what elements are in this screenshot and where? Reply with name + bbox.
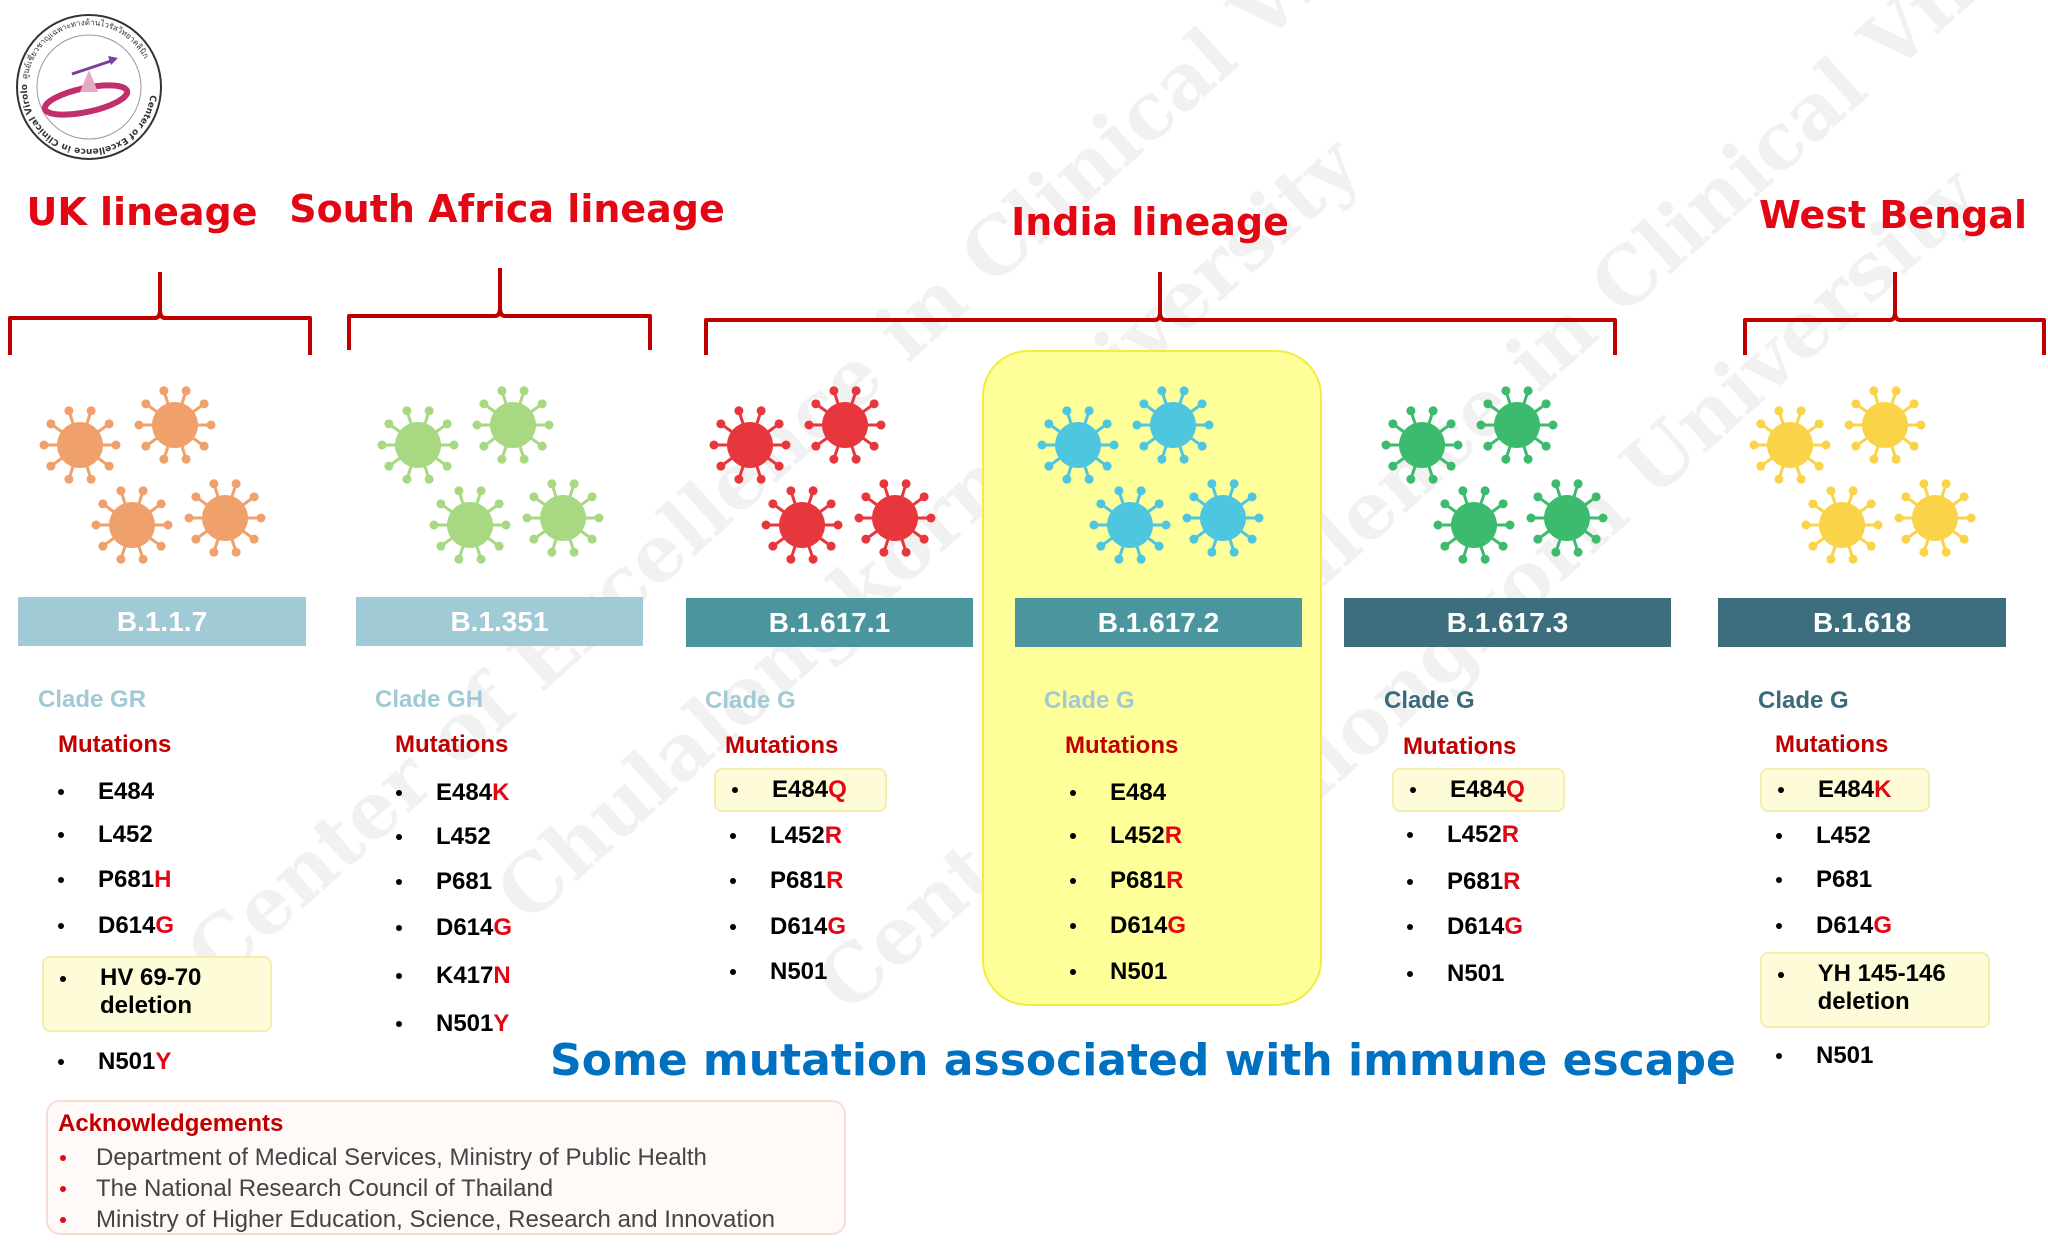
variant-bar-b1618: B.1.618 (1718, 598, 2006, 647)
lineage-title-uk: UK lineage (26, 190, 258, 234)
mutations-heading-b16172: Mutations (1065, 732, 1179, 759)
bracket-india (704, 272, 1617, 355)
mutation-item: N501 (1403, 957, 1504, 991)
acknowledgement-item: The National Research Council of Thailan… (58, 1173, 834, 1204)
lineage-title-south-africa: South Africa lineage (289, 187, 725, 231)
virus-icon (761, 486, 843, 564)
mutation-item: P681 R (1066, 864, 1183, 898)
variant-bar-b16172: B.1.617.2 (1015, 598, 1302, 647)
mutation-item: L452 R (1066, 819, 1182, 853)
bracket-south-africa (347, 268, 652, 350)
mutation-item: L452 R (726, 819, 842, 853)
lineage-brackets (8, 268, 2046, 355)
bracket-west-bengal (1743, 272, 2046, 355)
virus-icon (1894, 479, 1976, 557)
virus-icon (1089, 486, 1171, 564)
mutation-item: N501 (1066, 955, 1167, 989)
mutation-item: L452 (54, 818, 153, 852)
virus-icon (1526, 479, 1608, 557)
virus-icon (1844, 386, 1926, 464)
variant-bar-b16173: B.1.617.3 (1344, 598, 1671, 647)
bracket-uk (8, 272, 312, 355)
mutation-item: P681 R (726, 864, 843, 898)
mutation-item: N501 Y (54, 1045, 171, 1079)
mutation-item-highlighted: E484 Q (714, 768, 887, 812)
virus-icon (854, 479, 936, 557)
acknowledgement-item: Ministry of Higher Education, Science, R… (58, 1204, 834, 1235)
virus-icon (134, 386, 216, 464)
acknowledgement-item: Department of Medical Services, Ministry… (58, 1142, 834, 1173)
mutation-item: N501 Y (392, 1007, 509, 1041)
variant-bar-b117: B.1.1.7 (18, 597, 306, 646)
clade-label-b16171: Clade G (705, 687, 796, 714)
mutation-item: N501 (726, 955, 827, 989)
mutation-item-highlighted: E484 Q (1392, 768, 1565, 812)
lineage-title-india: India lineage (1011, 200, 1289, 244)
virus-icon (1749, 406, 1831, 484)
virus-icon (709, 406, 791, 484)
virus-icon (1132, 386, 1214, 464)
virus-icon (472, 386, 554, 464)
virus-icon (39, 406, 121, 484)
mutation-item: P681 (1772, 863, 1872, 897)
mutation-item: D614 G (1772, 909, 1892, 943)
clade-label-b16172: Clade G (1044, 687, 1135, 714)
mutation-item: E484 (54, 775, 154, 809)
virus-icon (1381, 406, 1463, 484)
immune-escape-note: Some mutation associated with immune esc… (550, 1035, 1736, 1086)
acknowledgements-box: Acknowledgements Department of Medical S… (46, 1100, 846, 1235)
clade-label-b117: Clade GR (38, 686, 147, 713)
clade-label-b16173: Clade G (1384, 687, 1475, 714)
mutation-item: P681 (392, 865, 492, 899)
logo: Center of Excellence in Clinical Virolog… (11, 5, 164, 162)
mutations-heading-b16171: Mutations (725, 732, 839, 759)
mutation-item: D614 G (1066, 909, 1186, 943)
highlight-panel-b16172 (982, 350, 1322, 1006)
virus-icon (1801, 486, 1883, 564)
mutation-item: P681 H (54, 863, 171, 897)
mutation-item: L452 (392, 820, 491, 854)
mutation-item: D614 G (726, 910, 846, 944)
virus-icon (1037, 406, 1119, 484)
clade-label-b1351: Clade GH (375, 686, 484, 713)
virus-clusters (39, 386, 1976, 564)
virus-icon (804, 386, 886, 464)
mutations-heading-b16173: Mutations (1403, 733, 1517, 760)
mutation-item: D614 G (392, 911, 512, 945)
mutation-item-highlighted: E484 K (1760, 768, 1930, 812)
mutations-heading-b1618: Mutations (1775, 731, 1889, 758)
mutation-item-highlighted: YH 145-146 deletion (1760, 952, 1990, 1028)
mutation-item: N501 (1772, 1039, 1873, 1073)
mutations-heading-b117: Mutations (58, 731, 172, 758)
virus-icon (91, 486, 173, 564)
mutation-item: E484 (1066, 776, 1166, 810)
mutations-heading-b1351: Mutations (395, 731, 509, 758)
mutation-item: D614 G (1403, 910, 1523, 944)
virus-icon (429, 486, 511, 564)
mutation-item: L452 R (1403, 818, 1519, 852)
variant-bar-b16171: B.1.617.1 (686, 598, 973, 647)
virus-icon (1182, 479, 1264, 557)
virus-icon (1433, 486, 1515, 564)
mutation-item: E484 K (392, 776, 509, 810)
lineage-title-west-bengal: West Bengal (1758, 193, 2028, 237)
mutation-item: D614 G (54, 909, 174, 943)
logo-emblem: Center of Excellence in Clinical Virolog… (11, 5, 162, 160)
virus-icon (522, 479, 604, 557)
mutation-item: L452 (1772, 819, 1871, 853)
clade-label-b1618: Clade G (1758, 687, 1849, 714)
mutation-item: P681 R (1403, 865, 1520, 899)
mutation-item-highlighted: HV 69-70 deletion (42, 956, 272, 1032)
virus-icon (184, 479, 266, 557)
variant-bar-b1351: B.1.351 (356, 597, 643, 646)
mutation-item: K417 N (392, 959, 511, 993)
virus-icon (377, 406, 459, 484)
virus-icon (1476, 386, 1558, 464)
acknowledgements-title: Acknowledgements (58, 1110, 284, 1137)
